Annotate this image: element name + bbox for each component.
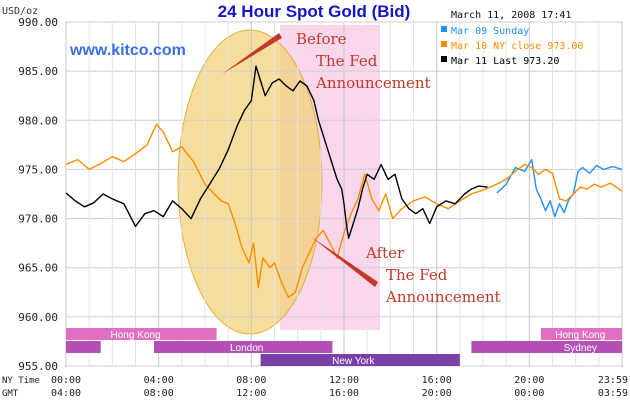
legend: Mar 09 Sunday Mar 10 NY close 973.00 Mar 1… [441, 26, 583, 67]
y-axis-unit: USD/oz [2, 6, 38, 17]
x-tick-label-ny: 23:59 [598, 375, 628, 386]
x-tick-label-ny: 20:00 [514, 375, 544, 386]
legend-swatch [441, 41, 447, 47]
y-tick-label: 965.00 [18, 262, 58, 275]
session-bar [66, 328, 217, 340]
legend-swatch [441, 26, 447, 32]
x-tick-label-gmt: 08:00 [144, 388, 174, 399]
x-tick-label-ny: 16:00 [422, 375, 452, 386]
session-bar [471, 341, 622, 353]
legend-label: Mar 09 Sunday [451, 26, 529, 37]
website-label: www.kitco.com [69, 42, 186, 59]
legend-label: Mar 11 Last 973.20 [451, 56, 559, 67]
y-tick-label: 955.00 [18, 360, 58, 373]
y-tick-label: 970.00 [18, 213, 58, 226]
market-sessions: Hong Kong Hong Kong London Sydney New York [66, 328, 622, 367]
y-tick-label: 990.00 [18, 16, 58, 29]
annotation-after-line3: Announcement [385, 288, 501, 306]
y-axis-ticks: 955.00 960.00 965.00 970.00 975.00 980.00 985.… [18, 16, 58, 373]
legend-swatch [441, 56, 447, 62]
session-label: Hong Kong [110, 330, 160, 341]
x-tick-label-ny: 12:00 [329, 375, 359, 386]
y-tick-label: 960.00 [18, 311, 58, 324]
session-label: London [230, 343, 263, 354]
annotation-before-fed: Before The Fed Announcement [222, 30, 431, 92]
x-tick-label-ny: 04:00 [144, 375, 174, 386]
legend-label: Mar 10 NY close 973.00 [451, 41, 583, 52]
annotation-before-line3: Announcement [315, 74, 431, 92]
x-tick-label-gmt: 00:00 [514, 388, 544, 399]
session-bar [540, 328, 622, 340]
annotation-before-arrow [222, 33, 282, 74]
session-label: New York [332, 356, 375, 367]
x-tick-label-gmt: 03:59 [598, 388, 628, 399]
session-label: Sydney [564, 343, 597, 354]
x-tick-label-gmt: 04:00 [51, 388, 81, 399]
x-tick-label-gmt: 20:00 [422, 388, 452, 399]
y-tick-label: 975.00 [18, 163, 58, 176]
x-tick-label-ny: 08:00 [236, 375, 266, 386]
session-bar [154, 341, 333, 353]
annotation-before-line1: Before [296, 30, 347, 48]
x-axis-ticks: 00:00 04:00 04:00 08:00 08:00 12:00 12:00 16:00… [51, 375, 628, 399]
chart-title: 24 Hour Spot Gold (Bid) [218, 2, 411, 21]
session-bar [260, 354, 460, 366]
annotation-before-line2: The Fed [316, 52, 378, 70]
price-series [65, 65, 623, 298]
annotation-after-fed: After The Fed Announcement [310, 236, 501, 306]
ny-time-label: NY Time [2, 376, 40, 386]
y-tick-label: 980.00 [18, 114, 58, 127]
annotation-after-line1: After [365, 244, 405, 262]
session-bar [66, 341, 101, 353]
annotation-after-line2: The Fed [386, 266, 448, 284]
session-label: Hong Kong [555, 330, 605, 341]
series-line [496, 158, 623, 218]
timestamp: March 11, 2008 17:41 [451, 10, 571, 21]
fed-highlight-ellipse [177, 29, 323, 335]
grid-lines [65, 21, 623, 367]
series-line [65, 65, 488, 239]
series-line [65, 123, 623, 298]
y-tick-label: 985.00 [18, 65, 58, 78]
x-tick-label-gmt: 12:00 [236, 388, 266, 399]
x-tick-label-gmt: 16:00 [329, 388, 359, 399]
x-tick-label-ny: 00:00 [51, 375, 81, 386]
gmt-label: GMT [2, 389, 19, 399]
annotation-after-arrow [310, 236, 378, 287]
